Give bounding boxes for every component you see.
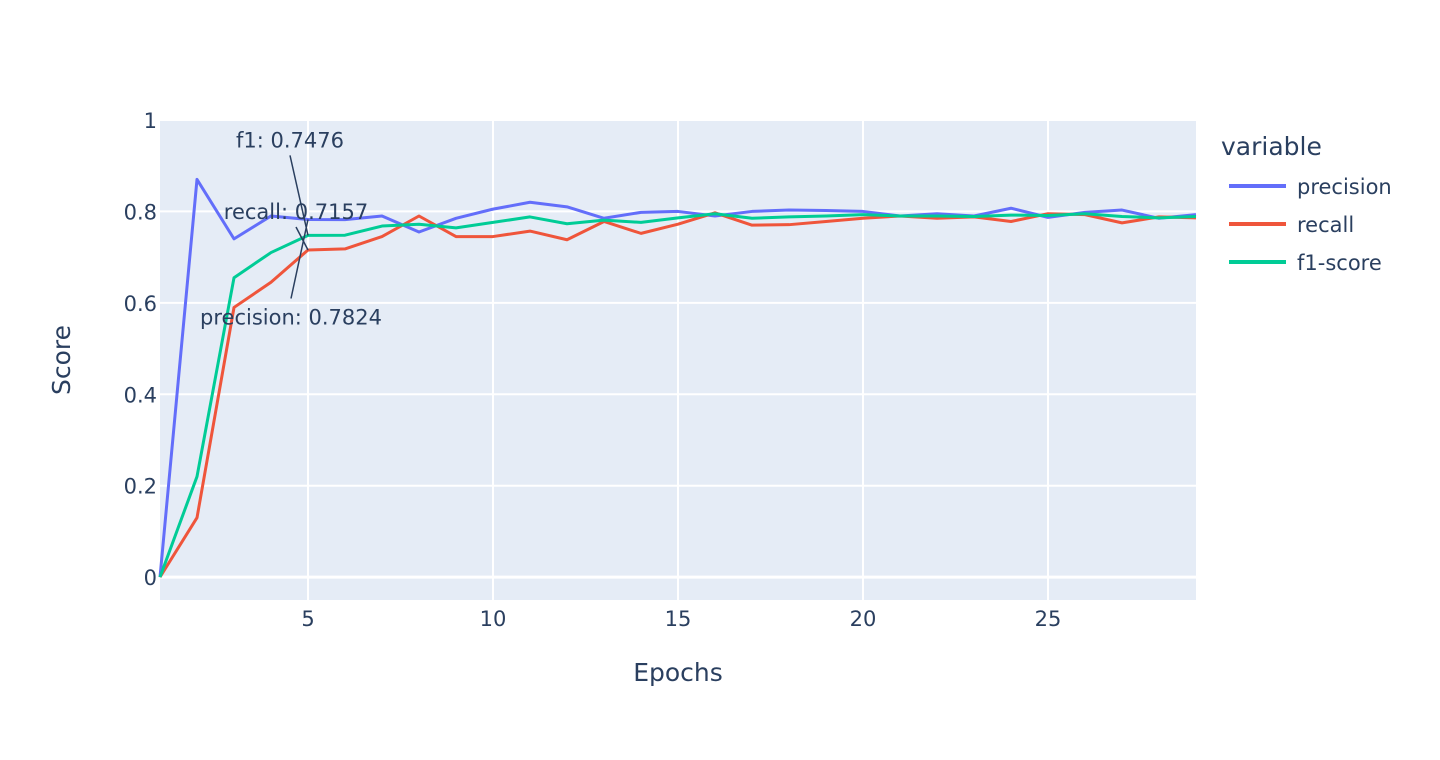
annotation-label: recall: 0.7157 (224, 200, 368, 224)
annotation-arrow (289, 155, 309, 236)
annotation-arrow (295, 226, 309, 251)
x-tick-label: 25 (1035, 607, 1062, 631)
x-tick-label: 5 (301, 607, 314, 631)
y-tick-label: 0.8 (124, 200, 157, 224)
y-tick-label: 1 (144, 109, 157, 133)
annotation-arrow (290, 219, 309, 299)
x-tick-label: 10 (480, 607, 507, 631)
y-axis-title: Score (47, 325, 76, 395)
annotation-label: precision: 0.7824 (200, 305, 382, 329)
series-line-recall (158, 211, 1197, 578)
legend-label-f1-score: f1-score (1297, 251, 1382, 275)
annotations: f1: 0.7476 recall: 0.7157 precision: 0.782… (200, 128, 382, 329)
y-tick-label: 0.4 (124, 383, 157, 407)
y-tick-label: 0 (144, 566, 157, 590)
y-axis-ticks: 0 0.2 0.4 0.6 0.8 1 (124, 109, 157, 590)
series-line-f1-score (158, 212, 1197, 578)
annotation-label: f1: 0.7476 (236, 128, 344, 152)
legend: variable precision recall f1-score (1221, 132, 1392, 275)
x-axis-ticks: 5 10 15 20 25 (301, 607, 1061, 631)
legend-title: variable (1221, 132, 1322, 161)
x-tick-label: 20 (850, 607, 877, 631)
y-tick-label: 0.2 (124, 475, 157, 499)
legend-label-precision: precision (1297, 175, 1392, 199)
series-line-precision (158, 177, 1197, 578)
x-tick-label: 15 (665, 607, 692, 631)
legend-label-recall: recall (1297, 213, 1354, 237)
series-lines (158, 177, 1197, 578)
x-axis-title: Epochs (633, 658, 723, 687)
y-tick-label: 0.6 (124, 292, 157, 316)
